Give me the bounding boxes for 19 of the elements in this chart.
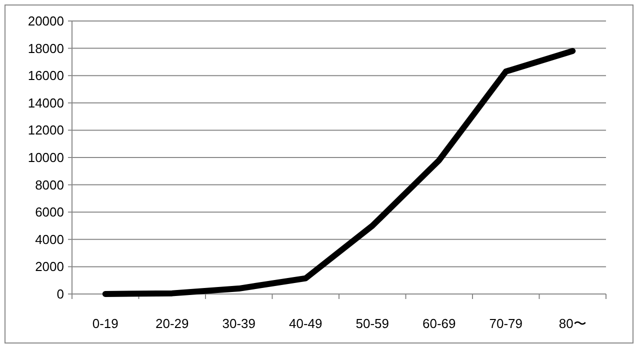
y-tick-label: 18000: [28, 40, 64, 56]
x-tick-label: 60-69: [422, 316, 456, 331]
x-tick-label: 70-79: [489, 316, 522, 331]
x-tick-label: 40-49: [289, 316, 322, 331]
y-tick-label: 20000: [28, 14, 64, 28]
y-tick-label: 2000: [35, 259, 64, 274]
y-tick-label: 6000: [35, 204, 64, 220]
y-tick-label: 14000: [28, 95, 64, 110]
x-tick-label: 0-19: [92, 316, 118, 331]
y-tick-label: 10000: [28, 150, 64, 165]
x-tick-label: 80〜: [558, 316, 586, 331]
x-tick-label: 20-29: [156, 316, 189, 331]
y-tick-label: 4000: [35, 232, 64, 247]
x-tick-label: 30-39: [222, 316, 256, 331]
y-tick-label: 0: [56, 286, 64, 302]
y-tick-label: 16000: [28, 68, 64, 84]
y-tick-label: 12000: [28, 122, 64, 138]
y-tick-label: 8000: [35, 177, 64, 192]
x-tick-label: 50-59: [356, 316, 389, 331]
